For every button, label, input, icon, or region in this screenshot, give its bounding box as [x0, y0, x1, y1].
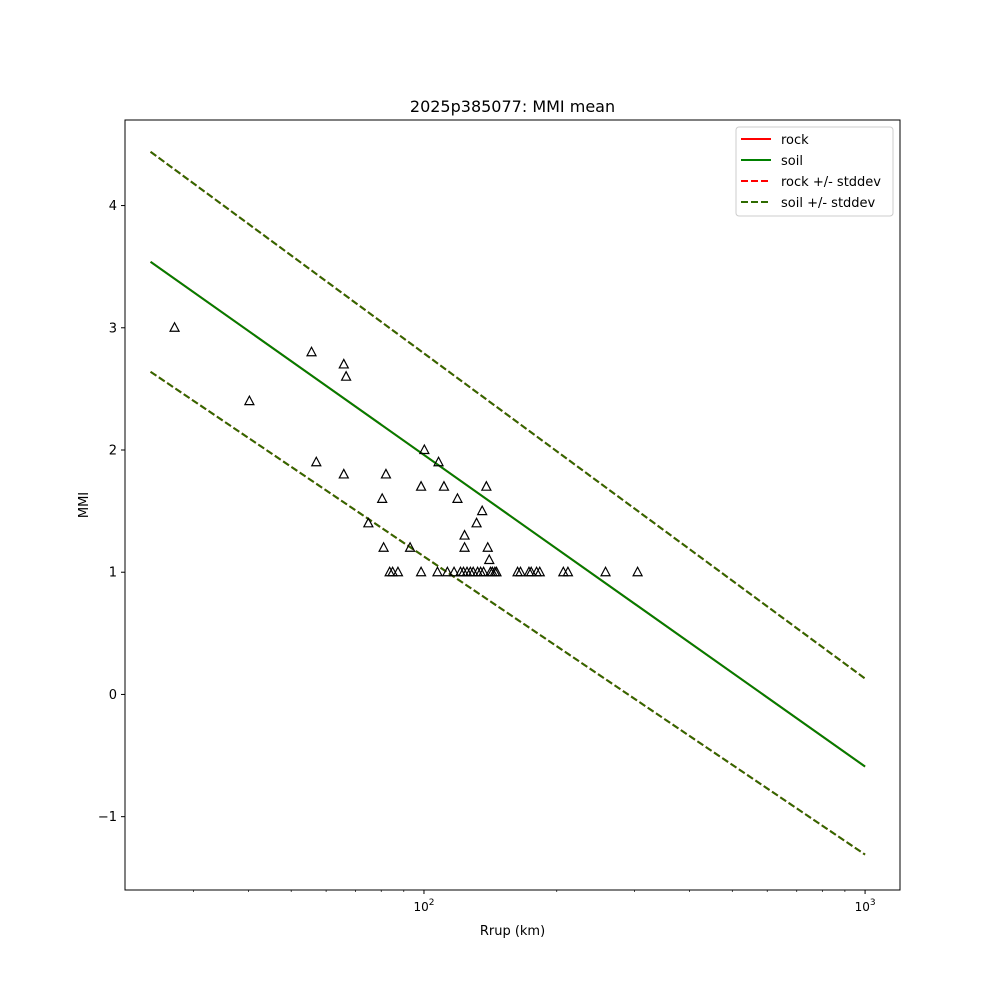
legend-label: rock — [781, 133, 809, 148]
y-tick-label: 1 — [109, 566, 117, 581]
legend-box — [735, 126, 894, 217]
data-point — [310, 455, 322, 467]
y-tick-label: 4 — [109, 199, 117, 214]
data-point — [448, 565, 460, 577]
x-tick-label: 103 — [855, 898, 876, 914]
data-point — [387, 565, 399, 577]
data-point — [514, 565, 526, 577]
data-point — [441, 565, 453, 577]
data-point — [169, 321, 181, 332]
data-point — [478, 565, 490, 577]
y-tick-label: 3 — [109, 321, 117, 336]
data-point — [378, 541, 390, 552]
legend-label: soil +/- stddev — [781, 196, 876, 211]
y-tick-label: −1 — [98, 810, 117, 825]
data-point — [459, 529, 471, 540]
data-point — [490, 565, 502, 577]
y-axis-label: MMI — [77, 492, 92, 518]
data-point — [376, 492, 388, 503]
data-point — [306, 345, 318, 357]
data-point — [243, 394, 255, 406]
data-point — [415, 480, 427, 491]
data-point — [476, 504, 488, 516]
series-line-4 — [149, 150, 866, 680]
data-point — [415, 565, 427, 577]
x-axis-label: Rrup (km) — [480, 924, 545, 939]
data-point — [482, 541, 494, 552]
data-point — [632, 565, 644, 577]
data-point — [562, 565, 574, 577]
x-axis-ticks: 102 103 — [192, 890, 876, 914]
data-point — [392, 565, 404, 577]
data-point — [362, 517, 374, 528]
series-line-5 — [150, 370, 866, 856]
data-point — [480, 480, 492, 491]
data-point — [525, 565, 537, 577]
data-point — [451, 492, 463, 503]
data-point — [459, 541, 471, 552]
data-point — [483, 553, 495, 565]
plot-frame — [124, 119, 901, 891]
model-lines — [149, 150, 866, 856]
data-point — [338, 358, 350, 369]
observation-points — [169, 321, 644, 577]
chart-title: 2025p385077: MMI mean — [410, 97, 615, 116]
data-point — [431, 565, 443, 577]
y-axis-ticks: 4 3 2 1 0 −1 — [98, 199, 125, 825]
data-point — [418, 443, 430, 455]
data-point — [433, 455, 445, 467]
data-point — [340, 370, 352, 381]
data-point — [338, 468, 350, 479]
data-point — [404, 541, 416, 552]
data-point — [438, 480, 450, 491]
series-line-1 — [150, 260, 866, 768]
y-tick-label: 0 — [109, 688, 117, 703]
legend: rock soil rock +/- stddev soil +/- stddev — [735, 126, 894, 217]
data-point — [380, 468, 392, 479]
x-tick-label: 102 — [413, 898, 434, 914]
data-point — [534, 565, 546, 577]
data-point — [557, 565, 569, 577]
data-point — [600, 565, 612, 577]
y-tick-label: 2 — [109, 444, 117, 459]
data-point — [471, 517, 483, 528]
legend-label: rock +/- stddev — [781, 175, 881, 190]
legend-label: soil — [781, 154, 803, 169]
